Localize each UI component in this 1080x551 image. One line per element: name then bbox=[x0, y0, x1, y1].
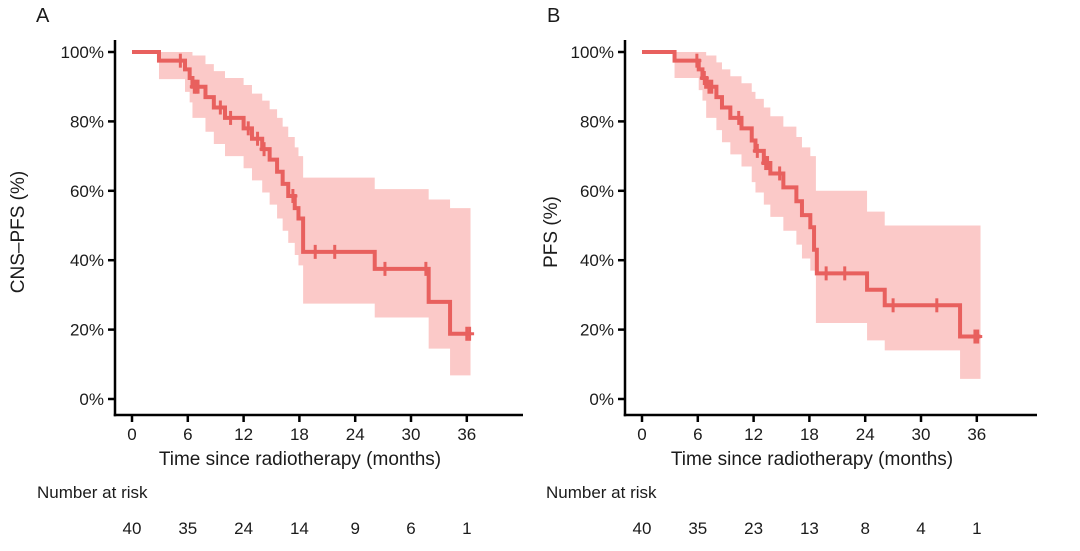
risk-count: 13 bbox=[800, 519, 819, 538]
panel-letter-b: B bbox=[547, 5, 561, 27]
risk-count: 24 bbox=[234, 519, 253, 538]
y-tick-label: 100% bbox=[61, 43, 104, 62]
risk-count: 9 bbox=[350, 519, 359, 538]
x-tick-label: 6 bbox=[183, 425, 192, 444]
y-tick-label: 20% bbox=[70, 321, 104, 340]
risk-counts: 40 35 23 13 8 4 1 bbox=[633, 519, 982, 538]
y-axis-title: CNS–PFS (%) bbox=[8, 170, 29, 294]
x-tick-label: 36 bbox=[967, 425, 986, 444]
x-tick-label: 36 bbox=[457, 425, 476, 444]
x-tick-label: 24 bbox=[346, 425, 365, 444]
y-tick-label: 0% bbox=[589, 390, 614, 409]
censor-marks bbox=[175, 53, 475, 341]
risk-count: 35 bbox=[178, 519, 197, 538]
axis bbox=[108, 40, 523, 422]
risk-count: 40 bbox=[633, 519, 652, 538]
y-tick-label: 0% bbox=[79, 390, 104, 409]
confidence-band bbox=[158, 52, 471, 376]
x-tick-labels: 0 6 12 18 24 30 36 bbox=[127, 425, 476, 444]
risk-count: 23 bbox=[744, 519, 763, 538]
x-tick-label: 18 bbox=[800, 425, 819, 444]
number-at-risk-label: Number at risk bbox=[37, 483, 148, 502]
panel-cns-pfs: 0% 20% 40% 60% 80% 100% 0 6 12 18 24 30 36 40 35 24 14 9 6… bbox=[8, 5, 523, 538]
x-tick-label: 0 bbox=[127, 425, 136, 444]
y-tick-label: 100% bbox=[571, 43, 614, 62]
x-tick-label: 12 bbox=[744, 425, 763, 444]
x-axis-title: Time since radiotherapy (months) bbox=[158, 449, 442, 470]
risk-count: 1 bbox=[972, 519, 981, 538]
risk-count: 6 bbox=[406, 519, 415, 538]
x-tick-label: 18 bbox=[290, 425, 309, 444]
number-at-risk-label: Number at risk bbox=[546, 483, 657, 502]
panel-letter-a: A bbox=[36, 5, 50, 27]
y-tick-label: 40% bbox=[70, 251, 104, 270]
y-tick-labels: 0% 20% 40% 60% 80% 100% bbox=[61, 43, 104, 409]
y-tick-label: 40% bbox=[580, 251, 614, 270]
y-tick-label: 60% bbox=[580, 182, 614, 201]
y-axis-title: PFS (%) bbox=[541, 196, 562, 268]
y-tick-label: 60% bbox=[70, 182, 104, 201]
y-tick-label: 80% bbox=[580, 112, 614, 131]
x-tick-labels: 0 6 12 18 24 30 36 bbox=[637, 425, 986, 444]
km-chart-cns-pfs: 0% 20% 40% 60% 80% 100% 0 6 12 18 24 30 36 40 35 24 14 9 6… bbox=[61, 40, 523, 538]
x-tick-label: 0 bbox=[637, 425, 646, 444]
x-tick-label: 12 bbox=[234, 425, 253, 444]
risk-count: 35 bbox=[688, 519, 707, 538]
x-tick-label: 24 bbox=[856, 425, 875, 444]
risk-counts: 40 35 24 14 9 6 1 bbox=[123, 519, 472, 538]
x-tick-label: 30 bbox=[912, 425, 931, 444]
risk-count: 14 bbox=[290, 519, 309, 538]
x-axis-title: Time since radiotherapy (months) bbox=[670, 449, 954, 470]
y-tick-labels: 0% 20% 40% 60% 80% 100% bbox=[571, 43, 614, 409]
panel-pfs: 0% 20% 40% 60% 80% 100% 0 6 12 18 24 30 36 40 35 23 13 8 4… bbox=[540, 0, 1080, 551]
y-tick-label: 80% bbox=[70, 112, 104, 131]
risk-count: 4 bbox=[916, 519, 925, 538]
x-tick-label: 6 bbox=[693, 425, 702, 444]
risk-count: 1 bbox=[462, 519, 471, 538]
censor-marks bbox=[692, 53, 983, 344]
risk-count: 40 bbox=[123, 519, 142, 538]
risk-count: 8 bbox=[860, 519, 869, 538]
axis bbox=[618, 40, 1037, 422]
x-tick-label: 30 bbox=[402, 425, 421, 444]
y-tick-label: 20% bbox=[580, 321, 614, 340]
